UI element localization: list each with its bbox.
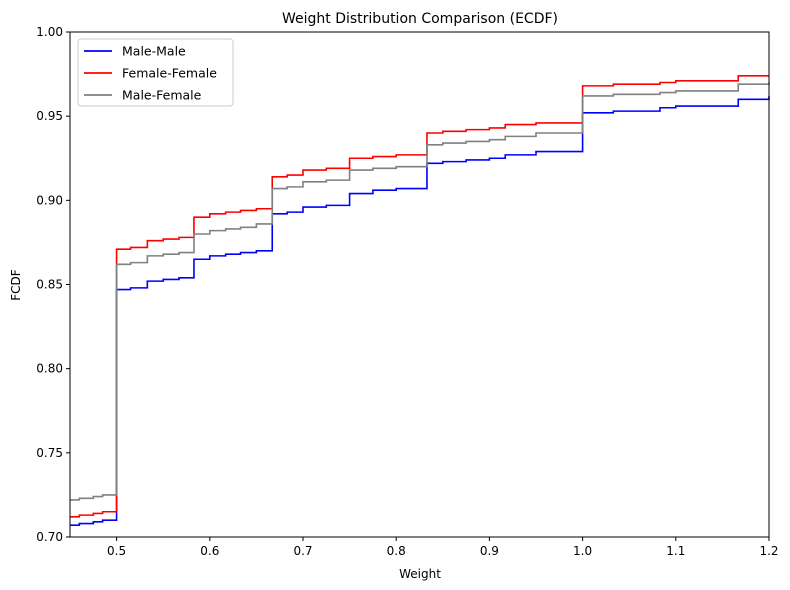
y-tick-label: 0.75 [36,446,63,460]
y-axis-label: FCDF [9,269,23,301]
x-tick-label: 1.2 [759,544,778,558]
chart-title: Weight Distribution Comparison (ECDF) [282,11,558,27]
series-line-male-female [70,82,770,501]
legend-items: Male-Male Female-Female Male-Female [84,44,217,103]
x-axis-ticks: 0.5 0.6 0.7 0.8 0.9 1.0 1.1 1.2 [107,537,779,558]
y-tick-label: 0.70 [36,530,63,544]
x-axis-label: Weight [399,567,441,581]
legend-label: Male-Female [122,88,202,103]
y-tick-label: 0.95 [36,109,63,123]
series-layer [70,74,770,527]
y-tick-label: 1.00 [36,25,63,39]
x-tick-label: 0.7 [293,544,312,558]
x-tick-label: 0.6 [200,544,219,558]
x-tick-label: 0.9 [480,544,499,558]
legend-box [77,38,234,107]
legend: Male-Male Female-Female Male-Female [77,38,234,107]
x-tick-label: 1.1 [666,544,685,558]
x-tick-label: 0.8 [387,544,406,558]
series-line-female-female [70,74,769,518]
legend-label: Male-Male [122,44,186,59]
y-tick-label: 0.85 [36,278,63,292]
series-line-male-male [70,95,770,527]
y-tick-label: 0.90 [36,193,63,207]
y-tick-label: 0.80 [36,362,63,376]
y-axis-ticks: 0.70 0.75 0.80 0.85 0.90 0.95 1.00 [36,25,70,544]
x-tick-label: 1.0 [573,544,592,558]
x-tick-label: 0.5 [107,544,126,558]
legend-label: Female-Female [122,66,217,81]
